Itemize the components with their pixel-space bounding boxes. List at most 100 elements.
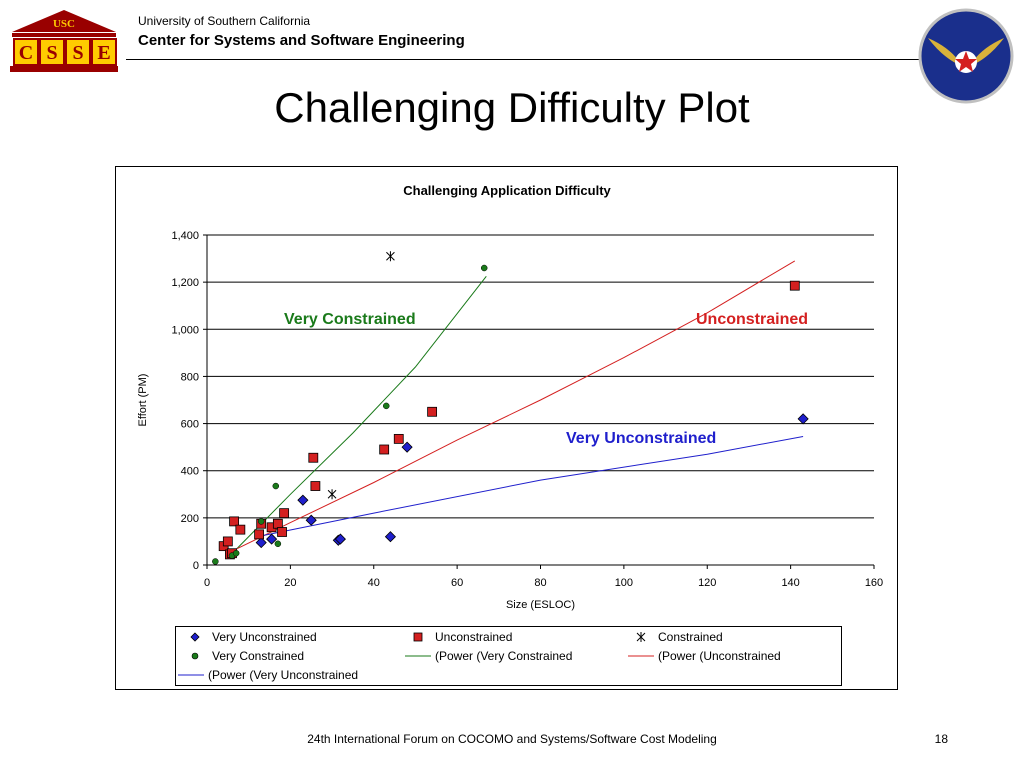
point-very-unconstrained	[297, 494, 309, 506]
left-wing-icon	[928, 38, 962, 66]
logo-beam	[12, 33, 116, 37]
x-tick-label: 100	[615, 577, 633, 589]
y-tick-label: 400	[181, 466, 199, 478]
point-unconstrained	[272, 518, 283, 529]
point-very-unconstrained	[255, 537, 267, 549]
legend-green-line-icon	[405, 655, 431, 657]
legend-power-unconstrained: (Power (Unconstrained	[628, 648, 781, 664]
legend-blue-line-icon	[178, 674, 204, 676]
legend-label: (Power (Very Constrained	[435, 649, 573, 663]
point-unconstrained	[310, 481, 321, 491]
legend-label: Very Constrained	[212, 649, 305, 663]
x-tick-label: 140	[781, 577, 799, 589]
air-force-logo	[918, 8, 1014, 104]
footer-text: 24th International Forum on COCOMO and S…	[307, 732, 717, 746]
point-constrained	[386, 251, 395, 262]
annotation-unconstrained: Unconstrained	[696, 311, 808, 328]
chart-legend: Very Unconstrained Unconstrained Constra…	[175, 626, 842, 686]
legend-very-unconstrained: Very Unconstrained	[182, 629, 317, 645]
point-unconstrained	[254, 529, 265, 540]
y-tick-label: 1,400	[171, 230, 199, 242]
point-very-unconstrained	[797, 413, 809, 425]
point-unconstrained	[427, 406, 438, 417]
legend-power-very-constrained: (Power (Very Constrained	[405, 648, 572, 664]
star-icon	[955, 51, 977, 72]
y-tick-label: 1,000	[171, 324, 199, 336]
point-very-unconstrained	[401, 441, 413, 453]
annotation-very-constrained: Very Constrained	[284, 311, 416, 328]
x-tick-label: 120	[698, 577, 716, 589]
right-wing-icon	[970, 38, 1004, 66]
y-tick-label: 600	[181, 419, 199, 431]
annotation-very-unconstrained: Very Unconstrained	[566, 430, 716, 447]
point-very-constrained	[383, 402, 390, 410]
y-tick-label: 200	[181, 513, 199, 525]
point-unconstrained	[308, 452, 319, 463]
legend-square-icon	[413, 632, 423, 642]
legend-diamond-icon	[190, 632, 200, 642]
x-tick-label: 20	[284, 577, 296, 589]
x-axis-label: Size (ESLOC)	[506, 599, 575, 611]
trendline-very-unconstrained	[256, 436, 804, 538]
y-tick-label: 800	[181, 371, 199, 383]
logo-block-c	[13, 38, 39, 66]
page-number: 18	[934, 732, 948, 746]
point-very-unconstrained	[384, 531, 396, 543]
point-very-constrained	[480, 264, 488, 272]
point-very-constrained	[272, 482, 280, 490]
point-unconstrained	[789, 280, 800, 291]
legend-unconstrained: Unconstrained	[405, 629, 512, 645]
point-unconstrained	[277, 527, 287, 537]
point-very-unconstrained	[334, 533, 346, 545]
point-unconstrained	[229, 516, 239, 527]
point-very-constrained	[274, 540, 282, 548]
point-very-constrained	[212, 558, 219, 565]
legend-label: Unconstrained	[435, 630, 513, 644]
scatter-chart: Challenging Application Difficulty020040…	[137, 183, 883, 611]
point-unconstrained	[379, 444, 390, 455]
y-tick-label: 0	[193, 560, 199, 572]
logo-roof	[12, 10, 116, 32]
legend-label: Very Unconstrained	[212, 630, 317, 644]
point-constrained	[327, 489, 337, 500]
y-tick-label: 1,200	[171, 277, 199, 289]
x-tick-label: 40	[368, 577, 380, 589]
trendline-very-constrained	[227, 275, 487, 559]
legend-power-very-unconstrained: (Power (Very Unconstrained	[178, 667, 358, 683]
point-very-unconstrained	[266, 533, 278, 545]
legend-label: (Power (Very Unconstrained	[208, 668, 359, 682]
x-tick-label: 80	[534, 577, 546, 589]
logo-usc-text: USC	[53, 18, 75, 30]
logo-block-s1	[39, 38, 65, 66]
logo-base	[10, 66, 118, 72]
university-name: University of Southern California	[138, 14, 311, 28]
x-tick-label: 0	[204, 577, 210, 589]
point-unconstrained	[279, 508, 290, 519]
legend-label: (Power (Unconstrained	[658, 649, 781, 663]
logo-block-s2	[65, 38, 91, 66]
point-very-constrained	[232, 549, 240, 557]
legend-very-constrained: Very Constrained	[182, 648, 304, 664]
legend-constrained: Constrained	[628, 629, 723, 645]
logo-block-e	[91, 38, 117, 66]
y-axis-label: Effort (PM)	[137, 374, 149, 427]
trendline-unconstrained	[227, 260, 796, 554]
legend-star-icon	[636, 632, 646, 642]
legend-circle-icon	[191, 652, 199, 660]
x-tick-label: 60	[451, 577, 463, 589]
center-name: Center for Systems and Software Engineer…	[138, 32, 465, 49]
chart-title: Challenging Application Difficulty	[403, 183, 611, 198]
point-very-unconstrained	[305, 514, 317, 526]
legend-label: Constrained	[658, 630, 723, 644]
point-unconstrained	[222, 536, 233, 547]
x-tick-label: 160	[865, 577, 883, 589]
point-unconstrained	[393, 433, 404, 444]
legend-red-line-icon	[628, 655, 654, 657]
chart-frame: Challenging Application Difficulty 0 200 40…	[115, 166, 898, 690]
point-unconstrained	[235, 524, 246, 535]
header-rule	[126, 59, 924, 60]
point-very-constrained	[257, 518, 265, 525]
slide-title: Challenging Difficulty Plot	[274, 84, 750, 131]
